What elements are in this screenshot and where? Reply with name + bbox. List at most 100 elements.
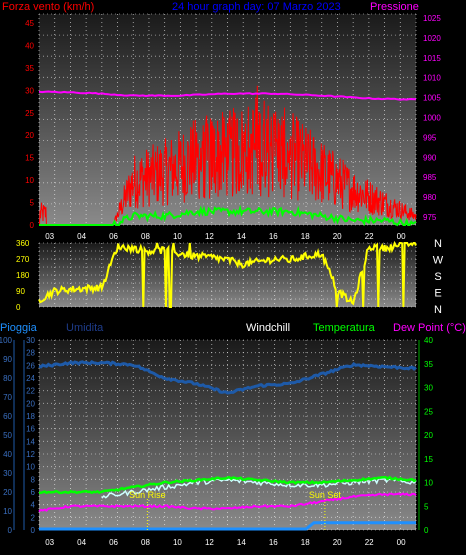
compass-label: N <box>434 304 442 316</box>
sunrise-label: Sun Rise <box>129 490 166 500</box>
y-tick-label-direction: 0 <box>16 303 21 312</box>
y-tick-label-pressure: 1015 <box>423 54 441 63</box>
y-tick-label-temperature: 30 <box>424 384 433 393</box>
y-tick-label-humidity: 80 <box>3 374 12 383</box>
y-tick-label-humidity: 100 <box>0 336 13 345</box>
wind-pressure-panel: 0510152025303540459759809859909951000100… <box>25 13 441 241</box>
y-tick-label-direction: 270 <box>16 255 30 264</box>
y-tick-label-rain: 2 <box>31 513 36 522</box>
y-tick-label-humidity: 70 <box>3 393 12 402</box>
y-tick-label-temperature: 40 <box>424 336 433 345</box>
y-tick-label-pressure: 1020 <box>423 34 441 43</box>
y-tick-label-pressure: 1025 <box>423 14 441 23</box>
compass-label: W <box>433 255 444 267</box>
y-tick-label-temperature: 10 <box>424 479 433 488</box>
y-tick-label-humidity: 10 <box>3 507 12 516</box>
y-tick-label-temperature: 15 <box>424 455 433 464</box>
y-tick-label-wind: 10 <box>25 176 34 185</box>
x-tick-label: 16 <box>269 232 278 241</box>
y-tick-label-rain: 18 <box>26 412 35 421</box>
x-tick-label: 22 <box>365 538 374 547</box>
y-tick-label-humidity: 20 <box>3 488 12 497</box>
x-tick-label: 04 <box>77 538 86 547</box>
chart-title: 24 hour graph day: 07 Marzo 2023 <box>172 1 341 13</box>
plot-background <box>39 340 416 530</box>
y-tick-label-rain: 14 <box>26 437 35 446</box>
y-tick-label-rain: 16 <box>26 425 35 434</box>
y-tick-label-direction: 90 <box>16 287 25 296</box>
temperature-humidity-panel: 0102030405060708090100024681012141618202… <box>0 336 433 547</box>
x-tick-label: 20 <box>333 232 342 241</box>
y-tick-label-temperature: 25 <box>424 407 433 416</box>
y-tick-label-rain: 6 <box>31 488 36 497</box>
x-tick-label: 10 <box>173 232 182 241</box>
wind-axis-title: Forza vento (km/h) <box>2 1 94 13</box>
series-line-temperature <box>38 475 417 495</box>
y-tick-label-rain: 28 <box>26 349 35 358</box>
x-tick-label: 08 <box>141 232 150 241</box>
y-tick-label-wind: 40 <box>25 41 34 50</box>
y-tick-label-wind: 20 <box>25 131 34 140</box>
y-tick-label-pressure: 980 <box>423 193 437 202</box>
y-tick-label-temperature: 5 <box>424 502 429 511</box>
x-tick-label: 04 <box>77 232 86 241</box>
y-tick-label-pressure: 985 <box>423 173 437 182</box>
y-tick-label-temperature: 0 <box>424 526 429 535</box>
x-tick-label: 10 <box>173 538 182 547</box>
x-tick-label: 03 <box>45 232 54 241</box>
x-tick-label: 06 <box>109 232 118 241</box>
x-tick-label: 06 <box>109 538 118 547</box>
x-tick-label: 14 <box>237 232 246 241</box>
y-tick-label-wind: 45 <box>25 19 34 28</box>
y-tick-label-wind: 25 <box>25 109 34 118</box>
rain-axis-title: Pioggia <box>0 322 38 334</box>
y-tick-label-rain: 4 <box>31 501 36 510</box>
y-tick-label-pressure: 975 <box>423 213 437 222</box>
y-tick-label-rain: 8 <box>31 475 36 484</box>
y-tick-label-wind: 30 <box>25 86 34 95</box>
x-tick-label: 12 <box>205 232 214 241</box>
y-tick-label-rain: 0 <box>31 526 36 535</box>
x-tick-label: 22 <box>365 232 374 241</box>
compass-label: E <box>434 288 441 300</box>
x-tick-label: 12 <box>205 538 214 547</box>
humidity-axis-title: Umidita <box>66 322 104 334</box>
y-tick-label-pressure: 995 <box>423 133 437 142</box>
y-tick-label-temperature: 35 <box>424 360 433 369</box>
y-tick-label-wind: 15 <box>25 154 34 163</box>
temperature-axis-title: Temperatura <box>313 322 376 334</box>
dewpoint-axis-title: Dew Point (°C) <box>393 322 466 334</box>
x-tick-label: 18 <box>301 232 310 241</box>
y-tick-label-wind: 35 <box>25 64 34 73</box>
x-tick-label: 00 <box>397 232 406 241</box>
x-tick-label: 16 <box>269 538 278 547</box>
y-tick-label-rain: 30 <box>26 336 35 345</box>
y-tick-label-wind: 0 <box>30 221 35 230</box>
y-tick-label-rain: 10 <box>26 463 35 472</box>
y-tick-label-pressure: 1005 <box>423 94 441 103</box>
y-tick-label-pressure: 1010 <box>423 74 441 83</box>
x-tick-label: 18 <box>301 538 310 547</box>
y-tick-label-direction: 180 <box>16 271 30 280</box>
y-tick-label-rain: 22 <box>26 387 35 396</box>
series-line-windchill <box>101 477 417 499</box>
series-line-dewpoint <box>38 492 417 513</box>
y-tick-label-wind: 5 <box>30 199 35 208</box>
y-tick-label-humidity: 50 <box>3 431 12 440</box>
x-tick-label: 03 <box>45 538 54 547</box>
compass-label: S <box>434 271 441 283</box>
y-tick-label-humidity: 30 <box>3 469 12 478</box>
x-tick-label: 00 <box>397 538 406 547</box>
windchill-axis-title: Windchill <box>246 322 290 334</box>
x-tick-label: 08 <box>141 538 150 547</box>
y-tick-label-pressure: 990 <box>423 153 437 162</box>
series-line-wind-average <box>39 204 417 227</box>
y-tick-label-direction: 360 <box>16 239 30 248</box>
y-tick-label-rain: 12 <box>26 450 35 459</box>
y-tick-label-humidity: 40 <box>3 450 12 459</box>
y-tick-label-humidity: 90 <box>3 355 12 364</box>
y-tick-label-rain: 26 <box>26 361 35 370</box>
x-tick-label: 14 <box>237 538 246 547</box>
